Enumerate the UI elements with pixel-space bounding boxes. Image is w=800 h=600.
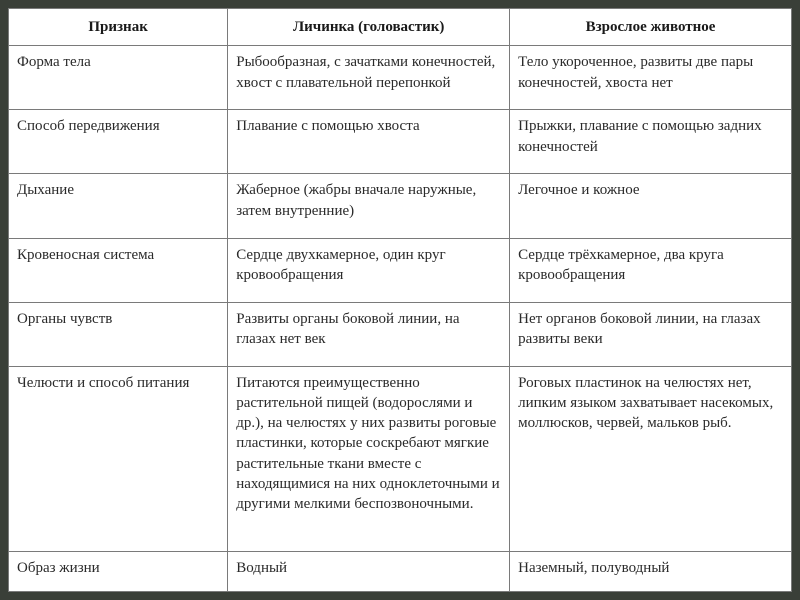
cell-trait: Форма тела bbox=[9, 46, 228, 110]
cell-trait: Челюсти и способ питания bbox=[9, 366, 228, 551]
cell-adult: Роговых пластинок на челюстях нет, липки… bbox=[510, 366, 792, 551]
table-row: Кровеносная система Сердце двухкамерное,… bbox=[9, 238, 792, 302]
cell-trait: Образ жизни bbox=[9, 552, 228, 592]
table-row: Образ жизни Водный Наземный, полуводный bbox=[9, 552, 792, 592]
cell-larva: Питаются преимущественно растительной пи… bbox=[228, 366, 510, 551]
cell-larva: Плавание с помощью хвоста bbox=[228, 110, 510, 174]
cell-trait: Кровеносная система bbox=[9, 238, 228, 302]
cell-larva: Рыбообразная, с зачатками конечностей, х… bbox=[228, 46, 510, 110]
table-header-row: Признак Личинка (головастик) Взрослое жи… bbox=[9, 9, 792, 46]
cell-larva: Жаберное (жабры вначале наружные, затем … bbox=[228, 174, 510, 238]
cell-larva: Развиты органы боковой линии, на глазах … bbox=[228, 302, 510, 366]
comparison-table: Признак Личинка (головастик) Взрослое жи… bbox=[8, 8, 792, 592]
table-row: Органы чувств Развиты органы боковой лин… bbox=[9, 302, 792, 366]
cell-adult: Легочное и кожное bbox=[510, 174, 792, 238]
table-row: Дыхание Жаберное (жабры вначале наружные… bbox=[9, 174, 792, 238]
cell-larva: Водный bbox=[228, 552, 510, 592]
cell-adult: Нет органов боковой линии, на глазах раз… bbox=[510, 302, 792, 366]
column-header-larva: Личинка (головастик) bbox=[228, 9, 510, 46]
cell-adult: Сердце трёхкамерное, два круга кровообра… bbox=[510, 238, 792, 302]
table-row: Способ передвижения Плавание с помощью х… bbox=[9, 110, 792, 174]
table-row: Форма тела Рыбообразная, с зачатками кон… bbox=[9, 46, 792, 110]
cell-trait: Органы чувств bbox=[9, 302, 228, 366]
cell-trait: Способ передвижения bbox=[9, 110, 228, 174]
column-header-adult: Взрослое животное bbox=[510, 9, 792, 46]
table-row: Челюсти и способ питания Питаются преиму… bbox=[9, 366, 792, 551]
cell-adult: Наземный, полуводный bbox=[510, 552, 792, 592]
comparison-table-container: Признак Личинка (головастик) Взрослое жи… bbox=[8, 8, 792, 592]
cell-larva: Сердце двухкамерное, один круг кровообра… bbox=[228, 238, 510, 302]
cell-adult: Тело укороченное, развиты две пары конеч… bbox=[510, 46, 792, 110]
cell-trait: Дыхание bbox=[9, 174, 228, 238]
column-header-trait: Признак bbox=[9, 9, 228, 46]
cell-adult: Прыжки, плавание с помощью задних конечн… bbox=[510, 110, 792, 174]
